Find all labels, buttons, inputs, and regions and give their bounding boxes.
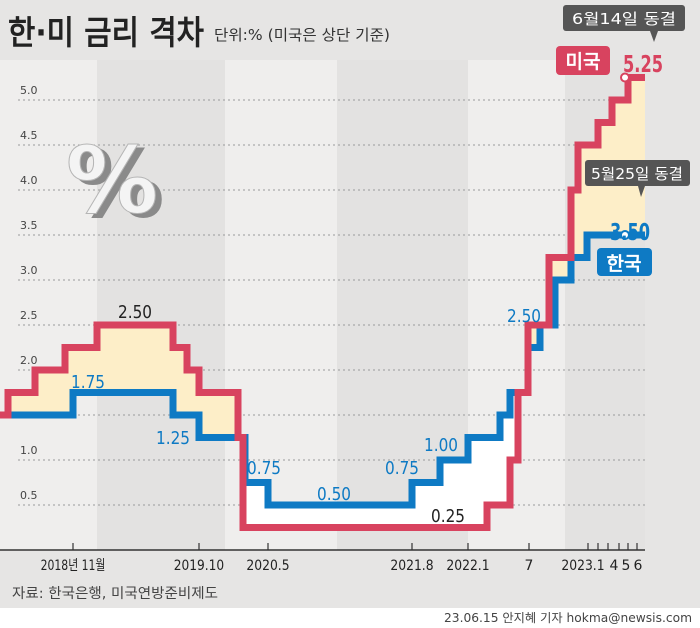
us-endpoint-marker [620, 72, 630, 83]
y-tick-label: 4.0 [20, 174, 38, 187]
y-tick-label: 0.5 [20, 489, 38, 502]
reverse-gap-fill-segment [268, 505, 412, 528]
svg-text:6월14일 동결: 6월14일 동결 [572, 10, 676, 28]
korea-callout: 5월25일 동결 [585, 160, 690, 197]
x-tick-label: 7 [525, 558, 534, 574]
korea-rate-line [0, 231, 645, 509]
percent-3d-icon: % [66, 127, 159, 235]
y-tick-label: 3.5 [20, 219, 38, 232]
data-label-kr-075a: 0.75 [247, 458, 281, 479]
gap-fill-segment [587, 145, 598, 235]
data-label-us-250: 2.50 [118, 302, 152, 323]
reverse-gap-fill-segment [510, 392, 518, 460]
data-labels: 2.501.751.250.750.500.751.000.252.503.50… [71, 52, 663, 527]
reverse-gap-fill-segment [412, 482, 440, 528]
x-tick-label: 2018년 11월 [41, 558, 106, 574]
data-label-kr-075b: 0.75 [385, 458, 419, 479]
credit-text: 23.06.15 안지혜 기자 hokma@newsis.com [444, 611, 692, 625]
data-label-us-525: 5.25 [623, 52, 663, 78]
data-label-kr-125: 1.25 [156, 428, 190, 449]
us-badge: 미국 [556, 46, 610, 75]
x-axis: 2018년 11월 2019.10 2020.5 2021.8 2022.1 7 2023.… [0, 543, 645, 574]
gap-fill-segment [73, 347, 97, 393]
gap-fill-segment [8, 392, 35, 415]
data-label-kr-100: 1.00 [424, 435, 458, 456]
gap-fill-segment [35, 370, 65, 415]
gap-fill-segment [65, 347, 73, 415]
y-tick-label: 3.0 [20, 264, 38, 277]
x-tick-label: 2021.8 [390, 558, 433, 574]
background-band [97, 60, 225, 550]
korea-badge: 한국 [597, 248, 652, 276]
svg-text:5월25일 동결: 5월25일 동결 [591, 165, 683, 183]
y-tick-label: 5.0 [20, 84, 38, 97]
x-tick-label: 2022.1 [446, 558, 489, 574]
data-label-kr-350: 3.50 [610, 220, 650, 246]
svg-text:한국: 한국 [607, 253, 642, 275]
data-label-kr-050: 0.50 [317, 484, 351, 505]
korea-endpoint-marker [620, 230, 630, 240]
x-tick-label: 5 [622, 558, 631, 574]
y-tick-label: 1.0 [20, 444, 38, 457]
svg-text:미국: 미국 [566, 51, 601, 73]
gap-fill-segment [199, 392, 238, 438]
data-label-kr-175: 1.75 [71, 372, 105, 393]
reverse-gap-fill-segment [440, 460, 468, 528]
background-band [0, 60, 97, 550]
reverse-gap-fill-segment [487, 437, 500, 505]
y-tick-label: 2.5 [20, 309, 38, 322]
y-tick-label: 4.5 [20, 129, 38, 142]
series-lines [0, 72, 645, 531]
data-label-kr-250: 2.50 [507, 306, 541, 327]
data-label-us-025: 0.25 [431, 506, 465, 527]
gap-fill-segment [578, 145, 587, 258]
footer-strip [0, 608, 700, 628]
source-text: 자료: 한국은행, 미국연방준비제도 [12, 586, 218, 602]
svg-text:%: % [66, 127, 158, 234]
gap-fill-segment [555, 257, 571, 280]
chart-title: 한·미 금리 격차 [8, 13, 205, 52]
y-tick-label: 2.0 [20, 354, 38, 367]
us-callout: 6월14일 동결 [563, 5, 685, 42]
chart-subtitle: 단위:% (미국은 상단 기준) [214, 26, 390, 44]
x-tick-label: 4 [610, 558, 619, 574]
x-tick-label: 2019.10 [174, 558, 224, 574]
reverse-gap-fill-segment [500, 415, 510, 505]
us-rate-line [0, 74, 645, 531]
gap-fill-segment [97, 325, 173, 393]
reverse-gap-fill-segment [245, 482, 268, 528]
x-tick-label: 2020.5 [246, 558, 289, 574]
reverse-gap-fill-segment [468, 437, 487, 528]
x-tick-label: 2023.1 [561, 558, 604, 574]
x-tick-label: 6 [634, 558, 643, 574]
